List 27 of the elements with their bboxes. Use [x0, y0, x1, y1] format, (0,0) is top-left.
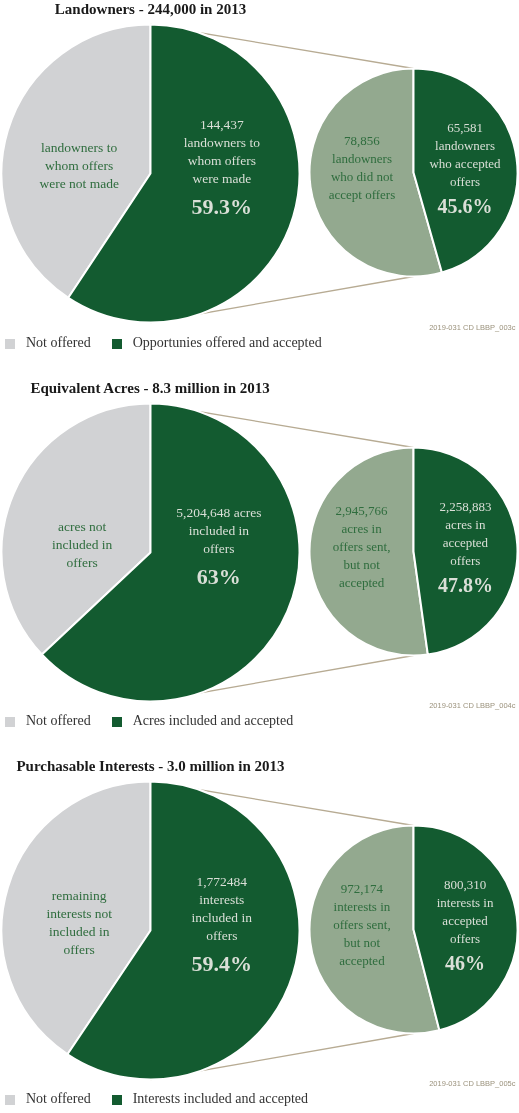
slice-label: 2,258,883 acres in accepted offers	[439, 498, 492, 568]
text: landowners to whom offers were not made	[39, 140, 119, 191]
legend-label: Not offered	[26, 1091, 91, 1107]
text: 5,204,648 acres included in offers	[176, 504, 262, 556]
slice-label: 65,581 landowners who accepted offers	[429, 119, 502, 189]
slice-label: 78,856 landowners who did not accept offers	[328, 132, 396, 202]
legend-label: Not offered	[26, 713, 91, 729]
text: acres not included in offers	[51, 519, 113, 570]
data-label: 45.6%	[437, 194, 493, 217]
legend-label: Not offered	[26, 335, 91, 351]
slice-label: 2,945,766 acres in offers sent, but not accepted	[332, 503, 391, 591]
slice-label: 972,174 interests in offers sent, but not accepted	[333, 881, 391, 969]
text: remaining interests not included in offers	[46, 887, 113, 957]
data-label: 59.4%	[191, 950, 253, 976]
chart-title: Landowners - 244,000 in 2013	[54, 0, 247, 17]
text: 1,772484 interests included in offers	[191, 873, 252, 943]
legend-label: Opportunies offered and accepted	[132, 335, 322, 351]
data-label: 59.3%	[191, 193, 253, 219]
text: 144,437 landowners to whom offers were made	[183, 116, 260, 186]
legend-label: Interests included and accepted	[132, 1091, 308, 1107]
chart-title: Equivalent Acres - 8.3 million in 2013	[30, 379, 270, 396]
data-label: 47.8%	[437, 573, 493, 596]
data-label: 63%	[196, 563, 241, 589]
legend-label: Acres included and accepted	[132, 713, 294, 729]
slice-label: 800,310 interests in accepted offers	[436, 876, 494, 946]
data-label: 46%	[445, 951, 486, 974]
chart-title: Purchasable Interests - 3.0 million in 2013	[16, 757, 285, 774]
